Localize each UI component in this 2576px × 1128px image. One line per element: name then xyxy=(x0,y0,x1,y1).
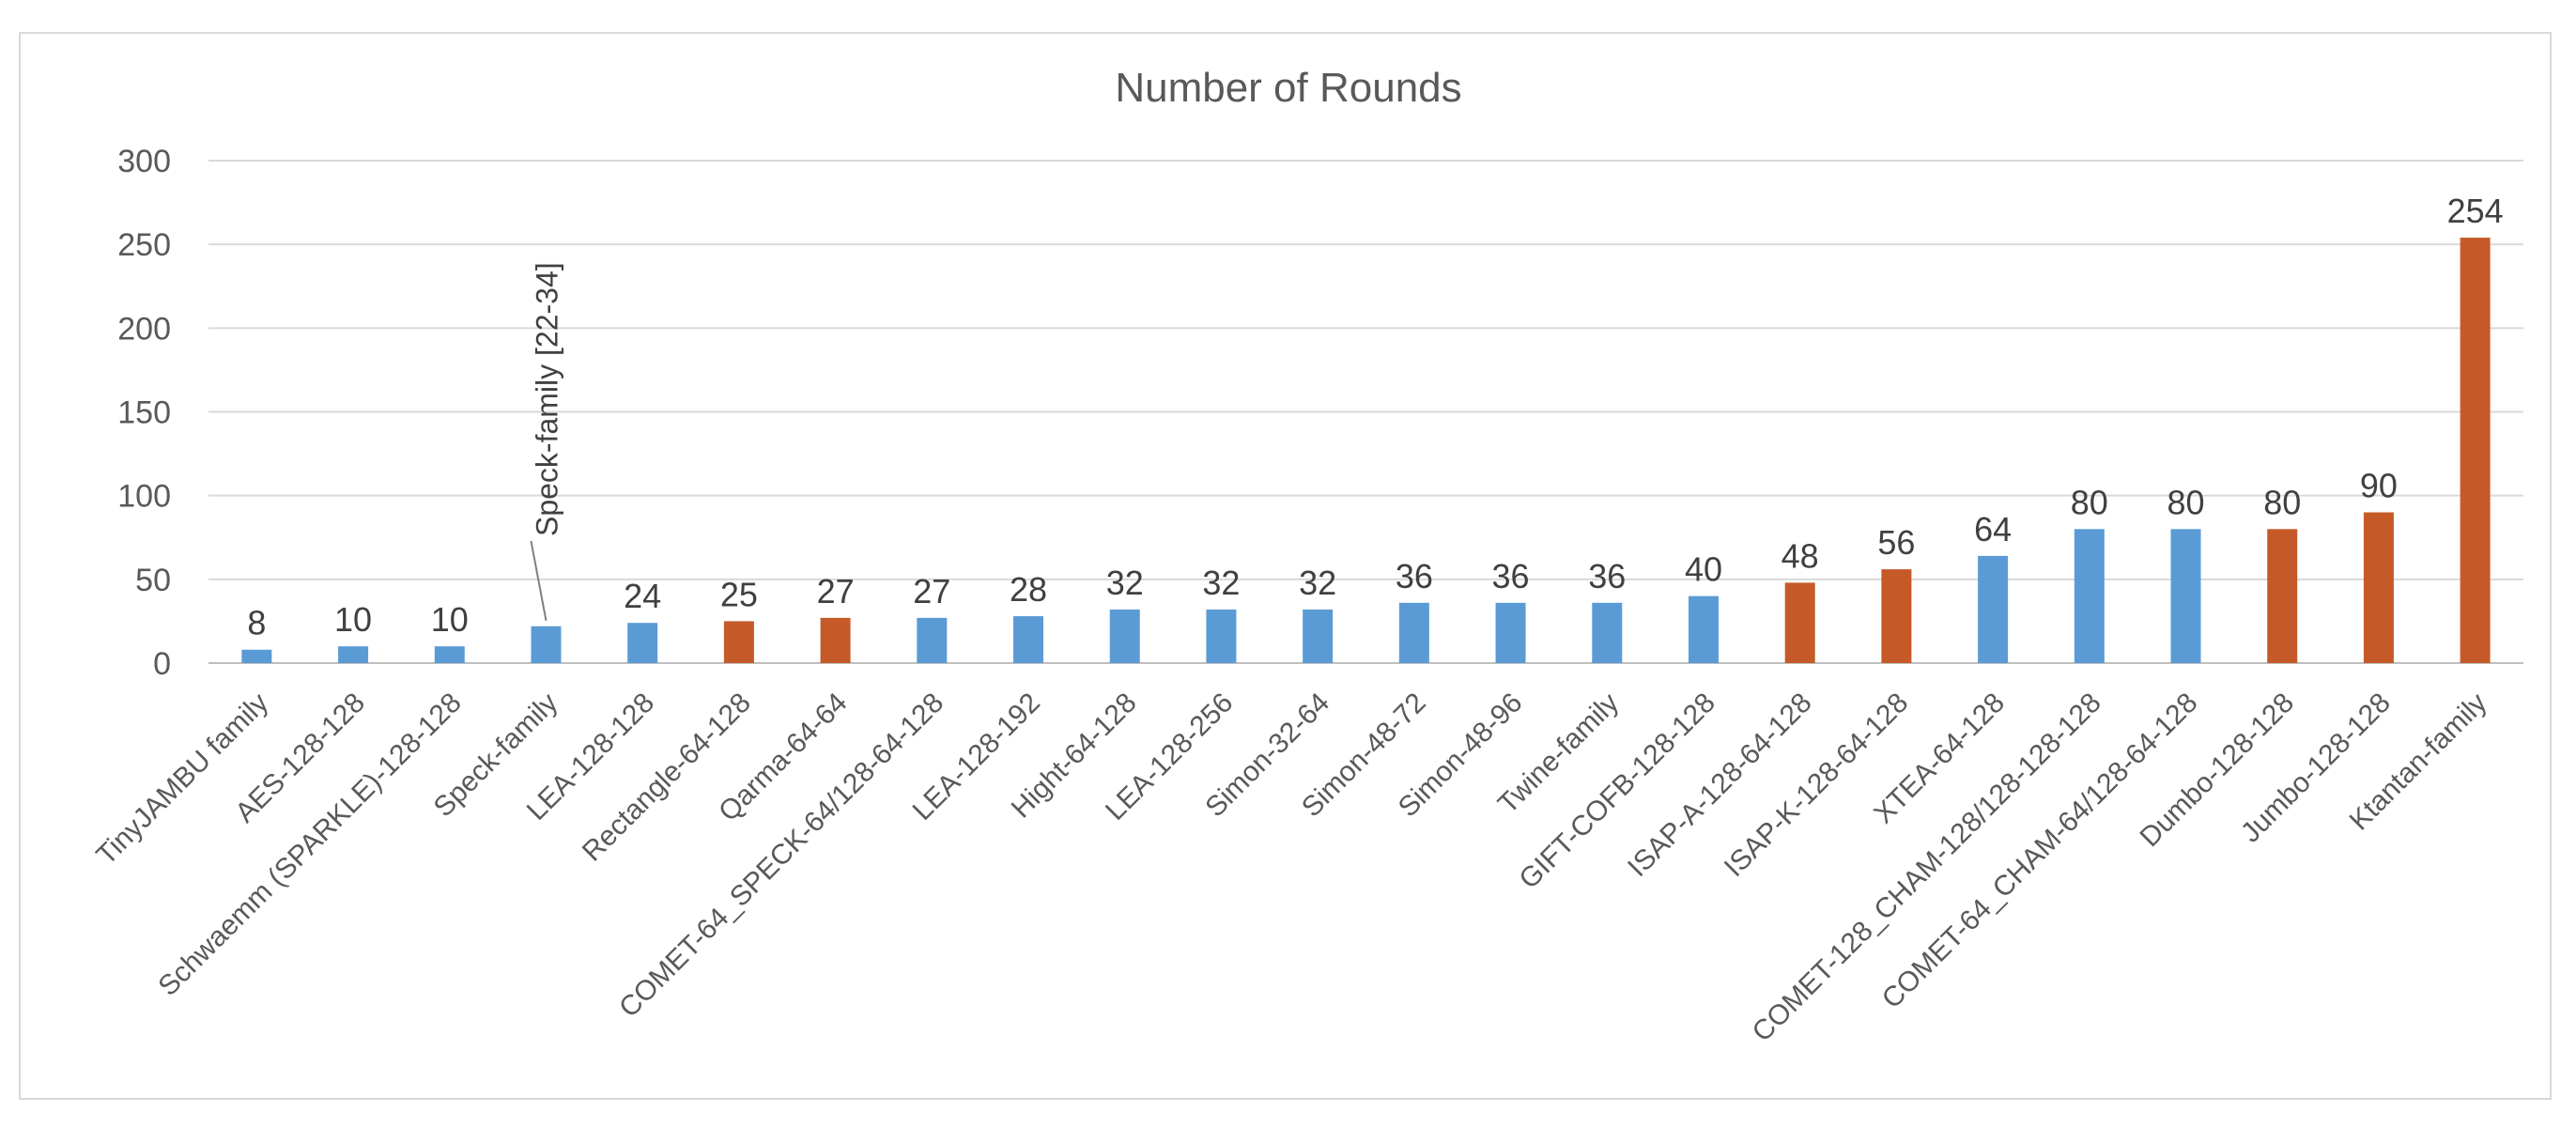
x-tick-label: COMET-128_CHAM-128/128-128-128 xyxy=(1747,688,2107,1048)
bar xyxy=(627,623,658,663)
y-tick-label: 200 xyxy=(117,311,171,347)
data-label: 10 xyxy=(334,600,372,639)
x-tick-label: TinyJAMBU family xyxy=(90,688,274,872)
bar xyxy=(917,617,948,663)
data-label: 10 xyxy=(431,600,469,639)
y-tick-label: 100 xyxy=(117,479,171,515)
y-tick-label: 300 xyxy=(117,144,171,179)
bars xyxy=(241,238,2491,664)
data-label: 48 xyxy=(1782,536,1819,575)
y-tick-label: 50 xyxy=(135,563,171,598)
bar xyxy=(1206,609,1237,663)
bar xyxy=(820,617,851,663)
data-label: 80 xyxy=(2071,483,2108,521)
bar xyxy=(531,626,562,663)
x-tick-label: ISAP-A-128-64-128 xyxy=(1622,688,1817,883)
annotation-label: Speck-family [22-34] xyxy=(530,262,563,536)
data-label: 27 xyxy=(817,572,855,610)
y-axis-ticks: 0 50 100 150 200 250 300 xyxy=(117,144,171,682)
bar xyxy=(2074,529,2105,663)
data-label: 27 xyxy=(913,572,950,610)
gridlines xyxy=(208,160,2523,664)
bar xyxy=(2267,529,2298,663)
y-tick-label: 0 xyxy=(153,646,171,682)
bar xyxy=(1398,602,1429,663)
data-label: 8 xyxy=(247,604,266,642)
data-label: 32 xyxy=(1299,564,1336,602)
data-label: 25 xyxy=(720,575,758,613)
chart-title: Number of Rounds xyxy=(1115,65,1461,111)
data-label: 56 xyxy=(1877,523,1915,562)
data-labels: 8 10 10 24 25 27 27 28 32 32 32 36 36 36 40 48 56 64 80 80 8… xyxy=(247,192,2503,642)
bar xyxy=(723,621,754,663)
x-tick-label: GIFT-COFB-128-128 xyxy=(1514,688,1721,895)
bar xyxy=(1881,569,1912,663)
data-label: 64 xyxy=(1974,510,2012,549)
bar xyxy=(2170,529,2201,663)
data-label: 36 xyxy=(1492,557,1530,595)
bar xyxy=(338,646,369,663)
data-label: 90 xyxy=(2360,467,2398,505)
y-tick-label: 250 xyxy=(117,227,171,263)
data-label: 80 xyxy=(2263,483,2301,521)
chart-frame: Number of Rounds 0 50 100 150 200 250 300 8 10 1… xyxy=(19,32,2552,1100)
data-label: 36 xyxy=(1396,557,1433,595)
data-label: 254 xyxy=(2447,192,2504,230)
data-label: 28 xyxy=(1010,570,1047,609)
bar xyxy=(434,646,465,663)
bar xyxy=(241,649,272,663)
annotation: Speck-family [22-34] xyxy=(530,262,563,621)
bar xyxy=(1013,616,1044,663)
bar xyxy=(1978,555,2009,663)
x-tick-label: ISAP-K-128-64-128 xyxy=(1719,688,1914,883)
y-tick-label: 150 xyxy=(117,395,171,431)
bar-chart: Number of Rounds 0 50 100 150 200 250 300 8 10 1… xyxy=(90,65,2523,1048)
bar xyxy=(1592,602,1623,663)
bar xyxy=(1109,609,1140,663)
x-tick-label: Rectangle-64-128 xyxy=(577,688,757,868)
bar xyxy=(1688,595,1719,663)
bar xyxy=(2460,238,2491,664)
data-label: 40 xyxy=(1685,550,1722,589)
data-label: 32 xyxy=(1106,564,1144,602)
data-label: 80 xyxy=(2167,483,2204,521)
data-label: 24 xyxy=(624,577,661,615)
bar xyxy=(1303,609,1334,663)
bar xyxy=(2363,512,2394,663)
data-label: 36 xyxy=(1588,557,1626,595)
data-label: 32 xyxy=(1202,564,1240,602)
bar xyxy=(1495,602,1526,663)
bar xyxy=(1784,582,1815,663)
annotation-leader-line xyxy=(530,540,548,621)
